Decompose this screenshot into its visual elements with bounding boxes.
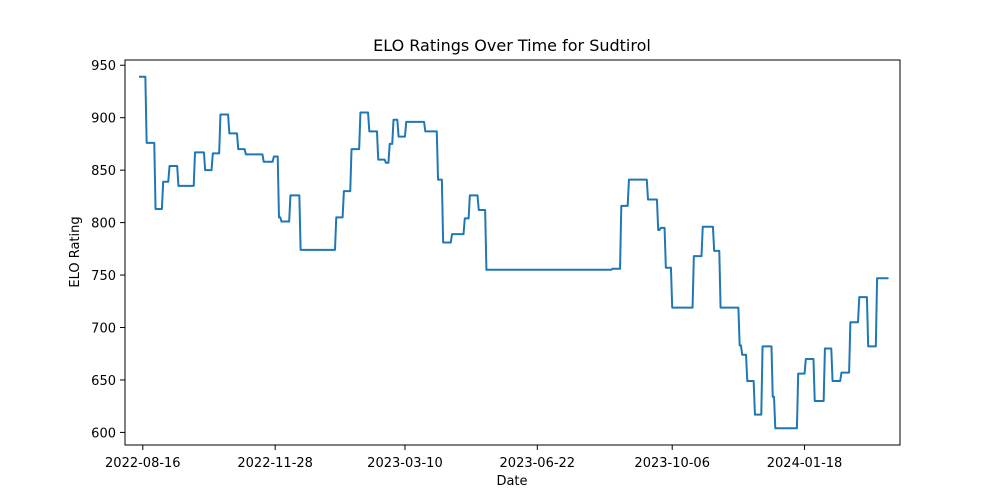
plot-frame [124,59,901,446]
y-axis: 600 650 700 750 800 850 900 950 [91,59,125,441]
y-axis-title: ELO Rating [68,216,83,287]
x-tick-label: 2023-10-06 [634,456,710,471]
series-line-0 [139,75,889,430]
x-tick-label: 2023-03-10 [367,456,443,471]
x-tick-label: 2024-01-18 [767,456,843,471]
x-axis-title: Date [496,474,527,489]
y-tick-label: 900 [91,112,116,127]
y-tick-label: 600 [91,426,116,441]
y-tick-label: 950 [91,59,116,74]
y-tick-label: 800 [91,217,116,232]
x-axis: 2022-08-16 2022-11-28 2023-03-10 2023-06-22… [105,445,842,471]
y-tick-label: 850 [91,164,116,179]
y-tick-label: 750 [91,269,116,284]
x-tick-label: 2022-11-28 [237,456,313,471]
chart-title: ELO Ratings Over Time for Sudtirol [373,36,651,55]
y-tick-label: 700 [91,322,116,337]
series-layer [139,75,889,430]
y-tick-label: 650 [91,374,116,389]
x-tick-label: 2022-08-16 [105,456,181,471]
x-tick-label: 2023-06-22 [500,456,576,471]
